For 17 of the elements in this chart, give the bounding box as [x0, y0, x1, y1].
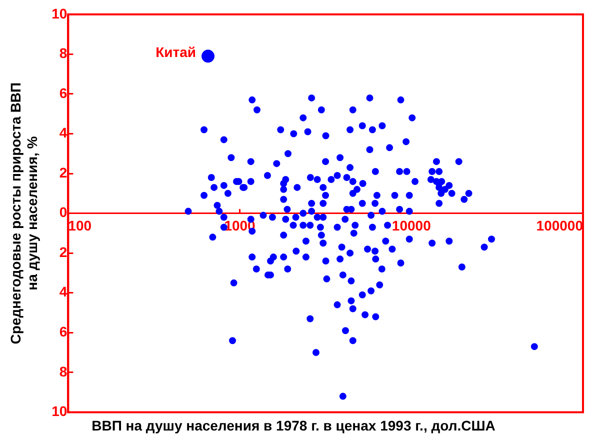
- y-tick-label: 6: [59, 324, 68, 340]
- x-tick-label: 100000: [536, 218, 584, 234]
- y-tick-label: 8: [59, 45, 68, 62]
- y-tick-label: 2: [59, 244, 68, 260]
- y-tick-label: 0: [59, 204, 68, 220]
- x-tick-label: 100: [68, 218, 92, 234]
- y-tick-label: 2: [59, 164, 68, 180]
- y-tick-label: 8: [59, 363, 68, 380]
- series-label: Китай: [156, 44, 196, 60]
- y-tick-label: 10: [52, 403, 68, 420]
- y-tick-label: 10: [52, 5, 68, 22]
- y-tick-label: 4: [59, 124, 68, 141]
- x-tick-label: 10000: [392, 218, 432, 234]
- y-tick-label: 6: [59, 84, 68, 101]
- y-tick-label: 4: [59, 284, 68, 300]
- y-axis-title: Среднегодовые росты прироста ВВП на душу населения, %: [7, 82, 40, 344]
- x-axis-title: ВВП на душу населения в 1978 г. в ценах 1993 г., дол.США: [92, 417, 496, 434]
